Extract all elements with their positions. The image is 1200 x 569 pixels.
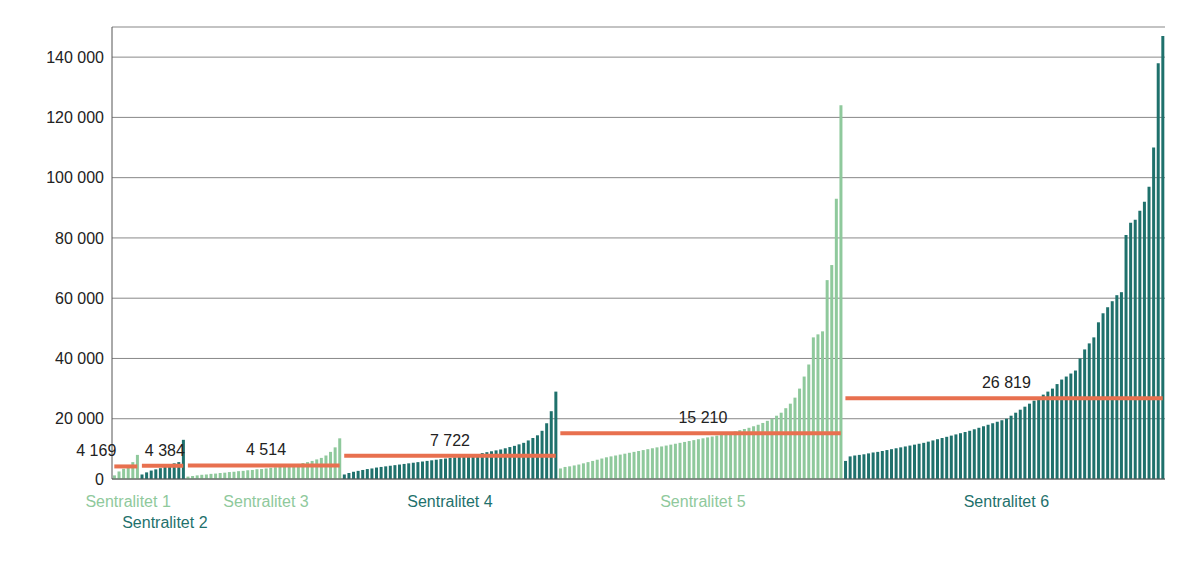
svg-text:4 169: 4 169 — [76, 442, 116, 459]
svg-text:4 384: 4 384 — [145, 442, 185, 459]
svg-text:7 722: 7 722 — [430, 432, 470, 449]
svg-text:Sentralitet 6: Sentralitet 6 — [964, 493, 1049, 510]
svg-text:60 000: 60 000 — [55, 290, 104, 307]
svg-text:40 000: 40 000 — [55, 350, 104, 367]
svg-text:Sentralitet 3: Sentralitet 3 — [223, 493, 308, 510]
svg-text:15 210: 15 210 — [678, 409, 727, 426]
svg-text:120 000: 120 000 — [46, 109, 104, 126]
svg-text:20 000: 20 000 — [55, 410, 104, 427]
svg-text:Sentralitet 4: Sentralitet 4 — [407, 493, 492, 510]
svg-text:80 000: 80 000 — [55, 230, 104, 247]
svg-text:Sentralitet 5: Sentralitet 5 — [660, 493, 745, 510]
svg-text:Sentralitet 2: Sentralitet 2 — [122, 514, 207, 531]
svg-text:4 514: 4 514 — [246, 441, 286, 458]
svg-text:Sentralitet 1: Sentralitet 1 — [85, 493, 170, 510]
svg-text:0: 0 — [95, 471, 104, 488]
svg-text:140 000: 140 000 — [46, 49, 104, 66]
svg-text:100 000: 100 000 — [46, 169, 104, 186]
svg-text:26 819: 26 819 — [982, 374, 1031, 391]
